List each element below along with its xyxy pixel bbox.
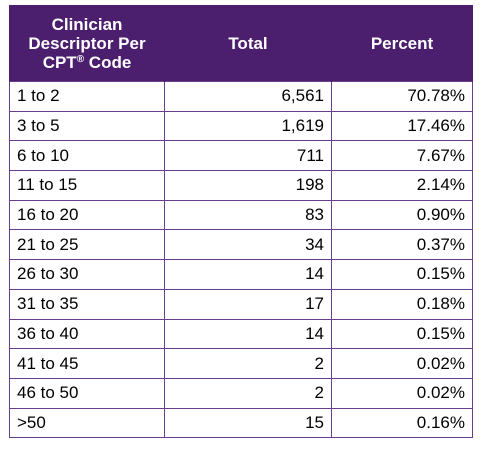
cell-descriptor-range: 16 to 20 [9, 199, 165, 231]
header-line-3-cpt: CPT [42, 52, 77, 72]
cell-descriptor-range: 6 to 10 [9, 140, 165, 172]
cell-total: 711 [164, 140, 332, 172]
cell-total: 2 [164, 348, 332, 379]
cell-percent: 70.78% [331, 81, 473, 112]
cell-percent: 2.14% [331, 170, 473, 201]
table-row: 3 to 5 1,619 17.46% [9, 110, 473, 142]
cell-descriptor-range: 31 to 35 [9, 288, 165, 320]
cell-percent: 7.67% [331, 140, 473, 172]
cell-percent: 0.02% [331, 377, 473, 409]
table-row: 36 to 40 14 0.15% [9, 318, 473, 350]
table-row: 1 to 2 6,561 70.78% [9, 81, 473, 112]
table-row: 26 to 30 14 0.15% [9, 259, 473, 290]
cell-percent: 0.37% [331, 229, 473, 261]
cell-descriptor-range: 26 to 30 [9, 259, 165, 290]
cell-percent: 0.18% [331, 288, 473, 320]
header-line-3-code: Code [84, 52, 132, 72]
cell-percent: 0.90% [331, 199, 473, 231]
cell-percent: 0.02% [331, 348, 473, 379]
table-row: 21 to 25 34 0.37% [9, 229, 473, 261]
header-clinician-descriptor: Clinician Descriptor Per CPT® Code [9, 5, 165, 82]
table-row: 6 to 10 711 7.67% [9, 140, 473, 172]
header-line-2: Descriptor Per [28, 33, 146, 53]
cell-total: 34 [164, 229, 332, 261]
registered-mark: ® [76, 53, 85, 65]
cell-total: 17 [164, 288, 332, 320]
table-row: 11 to 15 198 2.14% [9, 170, 473, 201]
cell-descriptor-range: 36 to 40 [9, 318, 165, 350]
table-row: 46 to 50 2 0.02% [9, 377, 473, 409]
table-row: 31 to 35 17 0.18% [9, 288, 473, 320]
table-row: 16 to 20 83 0.90% [9, 199, 473, 231]
cell-percent: 17.46% [331, 110, 473, 142]
cell-descriptor-range: 3 to 5 [9, 110, 165, 142]
cell-total: 6,561 [164, 81, 332, 112]
cell-descriptor-range: >50 [9, 407, 165, 439]
table-row: 41 to 45 2 0.02% [9, 348, 473, 379]
header-percent: Percent [331, 5, 473, 82]
header-row: Clinician Descriptor Per CPT® Code Total… [9, 5, 473, 82]
cell-descriptor-range: 1 to 2 [9, 81, 165, 112]
cell-total: 1,619 [164, 110, 332, 142]
cell-descriptor-range: 11 to 15 [9, 170, 165, 201]
header-line-1: Clinician [51, 14, 123, 34]
cell-descriptor-range: 46 to 50 [9, 377, 165, 409]
cell-total: 14 [164, 259, 332, 290]
clinician-descriptor-table: Clinician Descriptor Per CPT® Code Total… [9, 5, 473, 439]
table-row: >50 15 0.16% [9, 407, 473, 439]
table-header: Clinician Descriptor Per CPT® Code Total… [9, 5, 473, 82]
cell-total: 14 [164, 318, 332, 350]
table-body: 1 to 2 6,561 70.78% 3 to 5 1,619 17.46% 6 to 1… [9, 81, 473, 439]
header-total: Total [164, 5, 332, 82]
cell-descriptor-range: 41 to 45 [9, 348, 165, 379]
cell-percent: 0.16% [331, 407, 473, 439]
cell-percent: 0.15% [331, 259, 473, 290]
cell-total: 83 [164, 199, 332, 231]
data-table-container: Clinician Descriptor Per CPT® Code Total… [9, 5, 473, 439]
cell-total: 198 [164, 170, 332, 201]
cell-descriptor-range: 21 to 25 [9, 229, 165, 261]
cell-percent: 0.15% [331, 318, 473, 350]
cell-total: 2 [164, 377, 332, 409]
cell-total: 15 [164, 407, 332, 439]
